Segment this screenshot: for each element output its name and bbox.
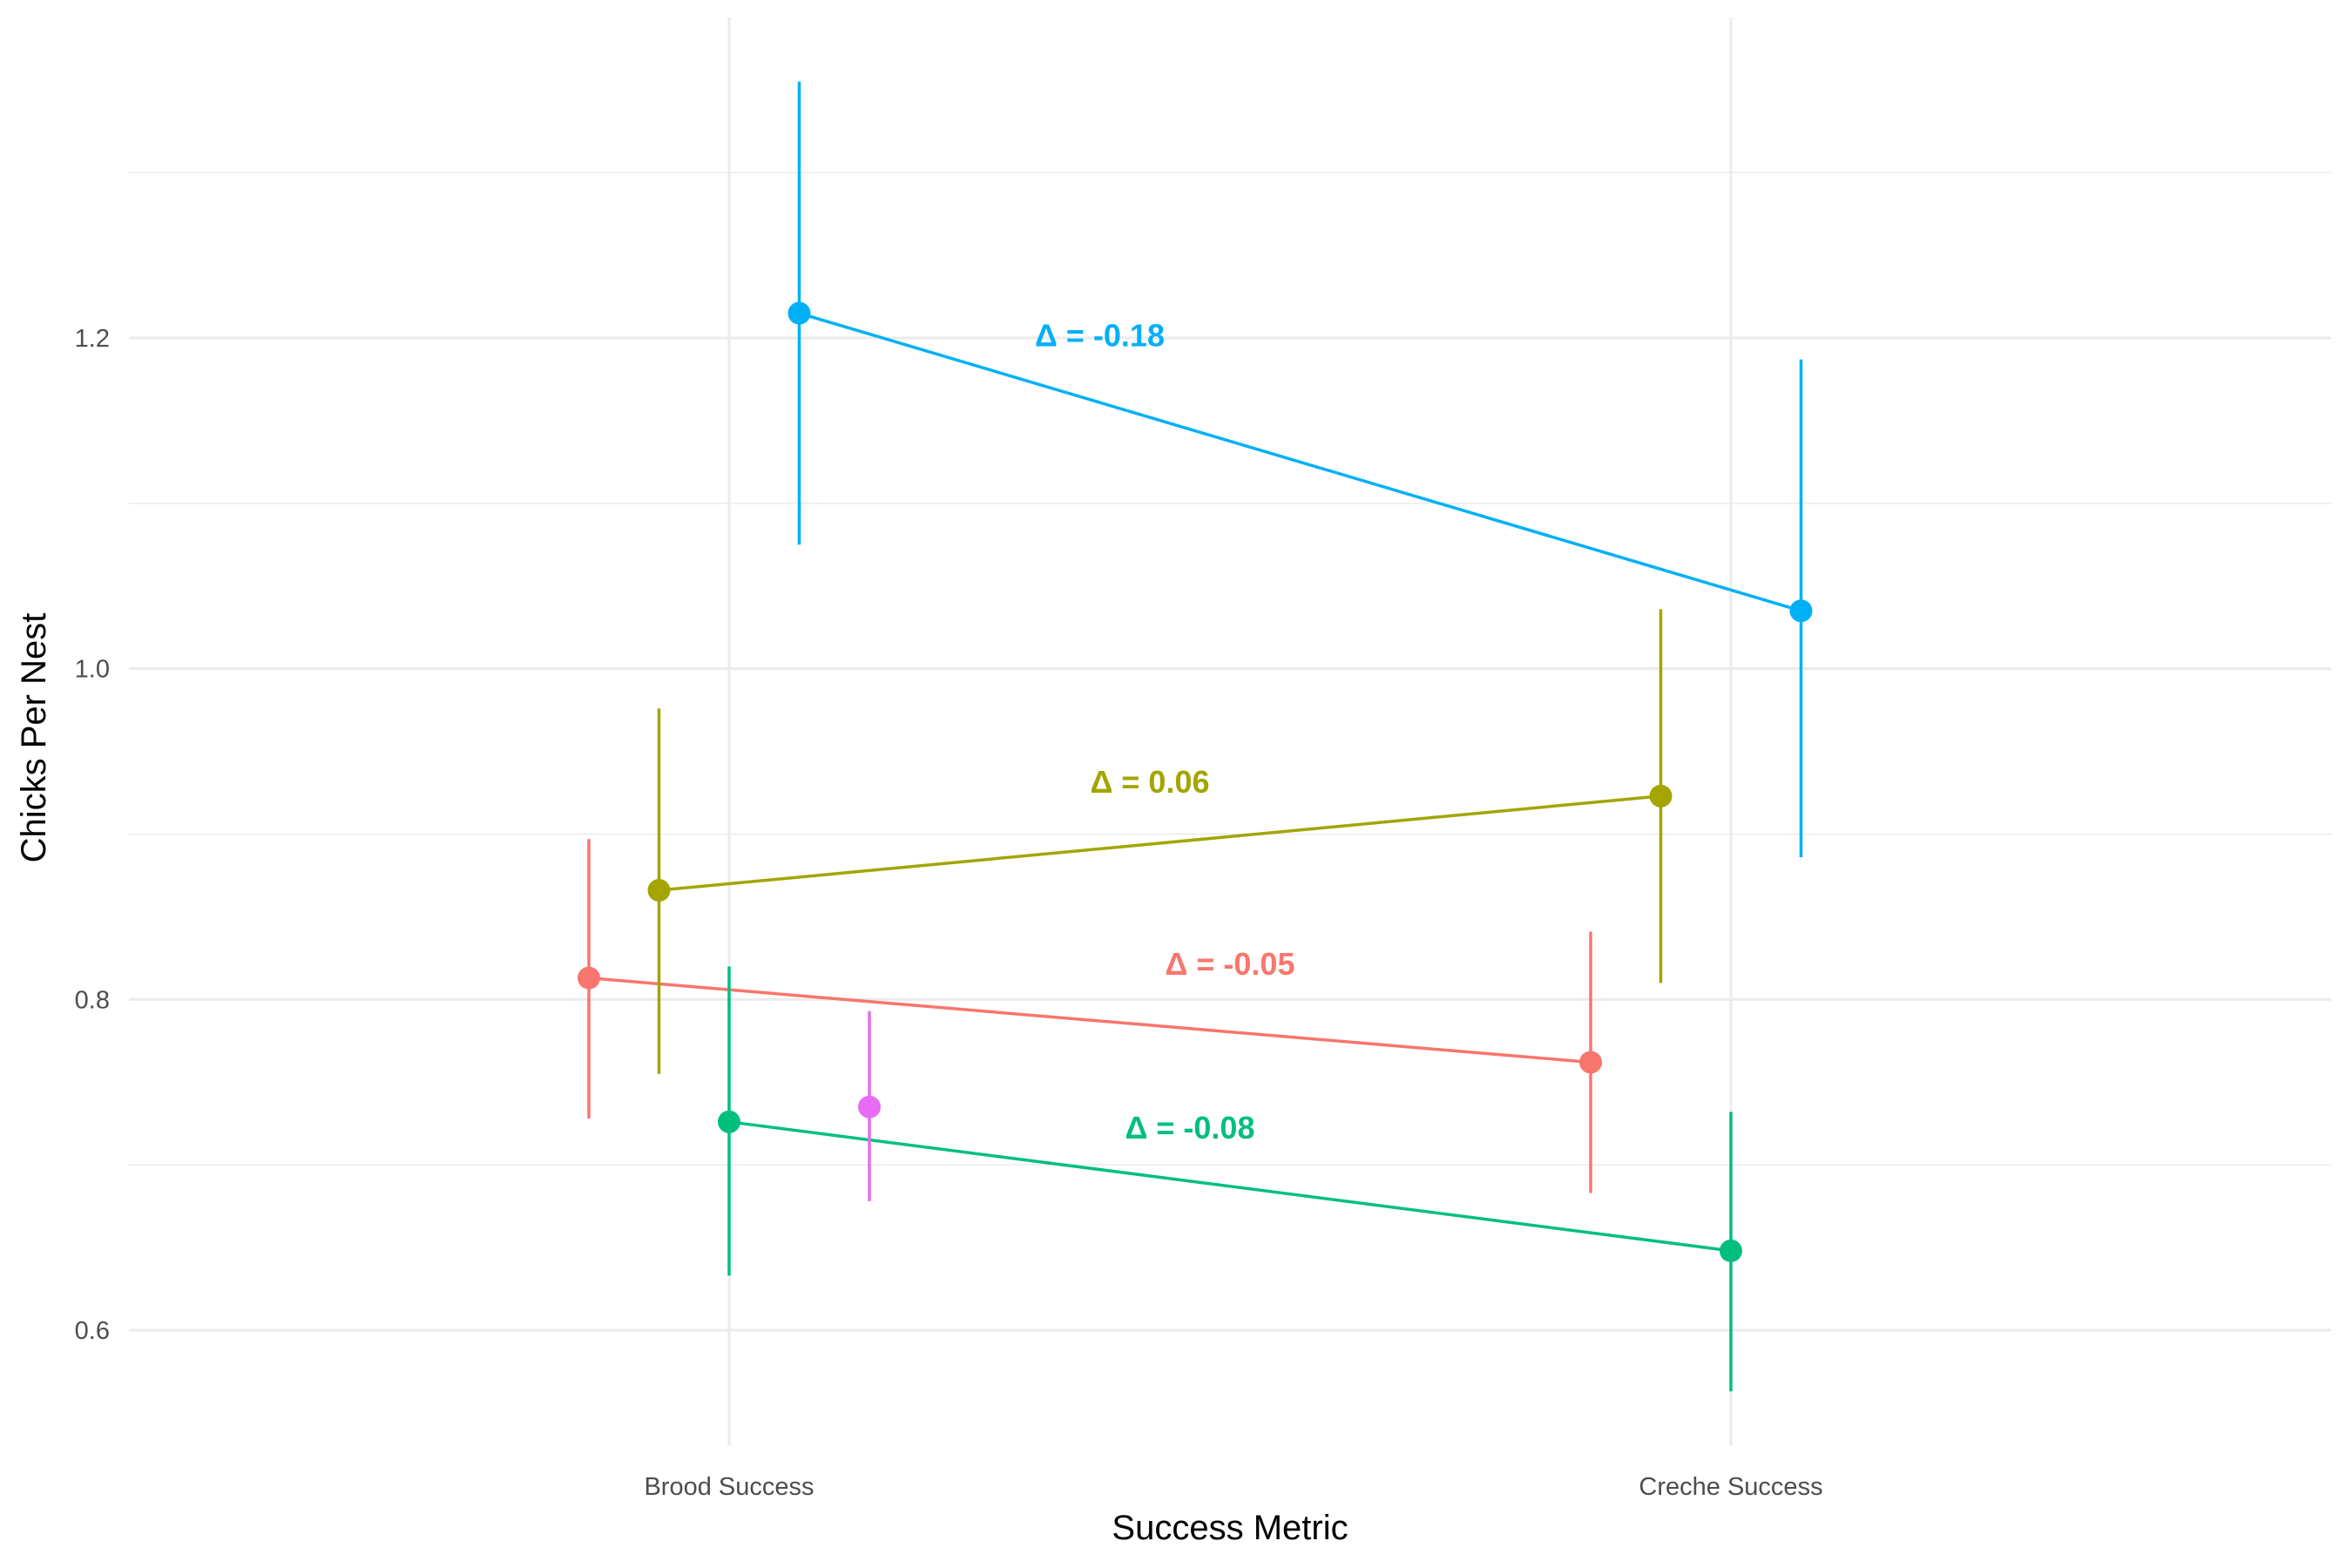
series-line [728,1120,1732,1253]
delta-label: Δ = -0.18 [1035,318,1165,354]
minor-gridlines [129,172,2331,1166]
x-tick-label: Brood Success [644,1473,814,1501]
data-point [578,966,600,990]
series-group [858,1010,881,1201]
data-point [787,301,811,325]
series-group [578,839,1602,1193]
delta-label: Δ = -0.08 [1125,1110,1255,1146]
series-line [659,794,1661,892]
series-line [799,311,1801,612]
data-point [1720,1239,1742,1262]
data-point [858,1095,881,1119]
data-point [647,879,671,902]
delta-labels: Δ = -0.05 Δ = 0.06 Δ = -0.08 Δ = -0.18 [1035,318,1294,1146]
y-tick-label: 0.6 [75,1317,110,1345]
delta-label: Δ = -0.05 [1166,946,1295,982]
x-axis-title: Success Metric [1112,1509,1348,1547]
data-point [718,1110,740,1133]
y-axis-title: Chicks Per Nest [15,613,53,863]
series-layer [578,81,1813,1392]
series-group [718,966,1742,1392]
y-tick-label: 1.0 [75,656,110,684]
delta-label: Δ = 0.06 [1091,764,1210,800]
x-tick-label: Creche Success [1639,1473,1822,1501]
data-point [1789,599,1813,623]
y-tick-label: 1.2 [75,325,110,353]
series-group [787,81,1813,858]
series-line [588,976,1592,1064]
series-group [647,609,1673,1074]
y-axis-tick-labels: 0.6 0.8 1.0 1.2 [75,325,110,1345]
y-tick-label: 0.8 [75,986,110,1014]
data-point [1579,1051,1602,1074]
data-point [1649,784,1673,808]
x-axis-tick-labels: Brood Success Creche Success [644,1473,1822,1501]
